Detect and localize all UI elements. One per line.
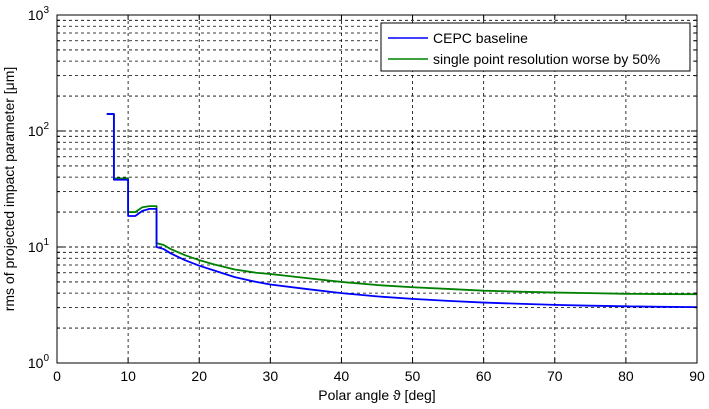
- x-tick-label: 50: [405, 368, 421, 384]
- legend-box: [380, 22, 691, 72]
- plot-frame: [56, 14, 698, 364]
- y-tick-label: 101: [28, 237, 50, 255]
- y-tick-label: 103: [28, 5, 50, 23]
- y-tick-exponent: 0: [43, 353, 49, 364]
- y-tick-exponent: 2: [43, 121, 49, 132]
- x-tick-label: 60: [476, 368, 492, 384]
- x-tick-label: 70: [547, 368, 563, 384]
- x-tick-label: 10: [120, 368, 136, 384]
- legend: CEPC baseline single point resolution wo…: [380, 22, 691, 72]
- x-tick-label: 30: [263, 368, 279, 384]
- x-tick-label: 40: [334, 368, 350, 384]
- y-tick-exponent: 3: [43, 5, 49, 16]
- y-tick-base: 10: [28, 7, 44, 23]
- legend-label-worse-resolution: single point resolution worse by 50%: [433, 51, 660, 67]
- ticks: [56, 15, 698, 363]
- x-tick-label: 20: [191, 368, 207, 384]
- series-layer: [106, 113, 698, 309]
- x-axis-label: Polar angle ϑ [deg]: [318, 387, 435, 403]
- legend-label-cepc-baseline: CEPC baseline: [433, 30, 528, 46]
- y-tick-exponent: 1: [43, 237, 49, 248]
- y-axis-label: rms of projected impact parameter [μm]: [1, 67, 17, 312]
- x-tick-label: 90: [689, 368, 705, 384]
- y-tick-base: 10: [28, 355, 44, 371]
- grid: [57, 15, 697, 363]
- series-line-cepc-baseline: [106, 113, 698, 309]
- y-tick-base: 10: [28, 123, 44, 139]
- y-tick-label: 100: [28, 353, 50, 371]
- x-tick-label: 80: [618, 368, 634, 384]
- y-tick-base: 10: [28, 239, 44, 255]
- y-tick-label: 102: [28, 121, 50, 139]
- x-tick-label: 0: [53, 368, 61, 384]
